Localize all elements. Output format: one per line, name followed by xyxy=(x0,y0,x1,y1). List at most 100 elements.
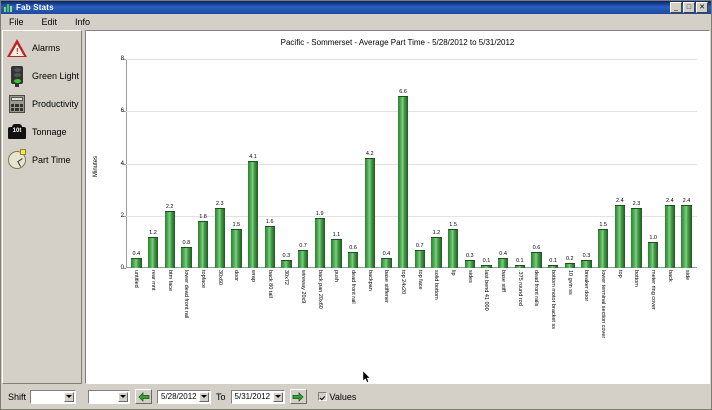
bar-column[interactable]: 2.3 xyxy=(211,59,228,268)
bar[interactable] xyxy=(447,228,459,268)
checkbox-box[interactable] xyxy=(317,392,327,401)
sidebar-item-green-light[interactable]: Green Light xyxy=(3,62,81,90)
bar[interactable] xyxy=(214,207,225,268)
sidebar-item-part-time[interactable]: Part Time xyxy=(3,146,81,174)
bar-column[interactable]: 1.2 xyxy=(428,59,445,268)
bar[interactable] xyxy=(264,226,275,268)
bar-column[interactable]: 0.3 xyxy=(278,59,295,268)
bar-column[interactable]: 0.7 xyxy=(295,59,312,268)
bar-column[interactable]: 4.1 xyxy=(245,59,262,268)
bar[interactable] xyxy=(131,257,142,268)
values-checkbox[interactable]: Values xyxy=(317,392,356,402)
bar[interactable] xyxy=(414,249,425,268)
bar-column[interactable]: 2.3 xyxy=(628,59,645,268)
menu-item-info[interactable]: Info xyxy=(75,16,91,27)
bar-column[interactable]: 1.2 xyxy=(145,59,162,268)
bar[interactable] xyxy=(481,265,492,268)
bar-column[interactable]: 1.9 xyxy=(311,59,328,268)
bar[interactable] xyxy=(181,247,192,268)
bar[interactable] xyxy=(531,252,542,268)
bar-column[interactable]: 0.7 xyxy=(411,59,428,268)
menu-item-file[interactable]: File xyxy=(9,16,24,27)
prev-button[interactable] xyxy=(135,389,152,404)
bar[interactable] xyxy=(681,205,692,268)
maximize-button[interactable]: □ xyxy=(683,2,695,13)
bar-column[interactable]: 2.4 xyxy=(611,59,628,268)
bar[interactable] xyxy=(648,241,659,268)
bar-column[interactable]: 0.3 xyxy=(461,59,478,268)
bar[interactable] xyxy=(381,257,392,268)
bar-column[interactable]: 1.0 xyxy=(645,59,662,268)
x-label-cell: top face xyxy=(411,268,428,383)
bar-column[interactable]: 1.5 xyxy=(595,59,612,268)
bar[interactable] xyxy=(664,205,675,268)
bar-column[interactable]: 0.6 xyxy=(345,59,362,268)
bar[interactable] xyxy=(597,228,609,268)
bar-column[interactable]: 2.2 xyxy=(161,59,178,268)
series-dropdown[interactable] xyxy=(88,389,130,404)
bar[interactable] xyxy=(631,207,642,268)
bar-column[interactable]: 1.6 xyxy=(261,59,278,268)
bar[interactable] xyxy=(314,218,325,268)
minimize-button[interactable]: _ xyxy=(670,2,682,13)
bar[interactable] xyxy=(231,228,242,268)
chevron-down-icon[interactable] xyxy=(64,391,75,402)
bar[interactable] xyxy=(364,158,375,268)
bar-column[interactable]: 0.2 xyxy=(561,59,578,268)
bar[interactable] xyxy=(581,260,592,268)
bar[interactable] xyxy=(147,236,159,268)
sidebar: ! Alarms Green Light Productivity xyxy=(2,30,82,384)
bar-column[interactable]: 0.4 xyxy=(378,59,395,268)
bar-column[interactable]: 2.4 xyxy=(678,59,695,268)
chart-title: Pacific - Sommerset - Average Part Time … xyxy=(280,38,515,47)
bar-column[interactable]: 0.1 xyxy=(545,59,562,268)
chevron-down-icon[interactable] xyxy=(118,391,128,402)
bar-value-label: 0.6 xyxy=(532,245,541,252)
date-from-input[interactable]: 5/28/2012 xyxy=(157,389,211,404)
bar[interactable] xyxy=(547,265,559,268)
x-label-cell: base stiffener xyxy=(378,268,395,383)
bar-column[interactable]: 6.6 xyxy=(395,59,412,268)
bar-value-label: 1.5 xyxy=(599,221,607,228)
close-button[interactable]: ✕ xyxy=(696,2,708,13)
bar[interactable] xyxy=(164,210,175,268)
menu-item-edit[interactable]: Edit xyxy=(41,16,58,27)
sidebar-item-productivity[interactable]: Productivity xyxy=(3,90,81,118)
bar-column[interactable]: 0.4 xyxy=(495,59,512,268)
bar[interactable] xyxy=(281,260,292,268)
bar-column[interactable]: 4.2 xyxy=(361,59,378,268)
bar-column[interactable]: 1.5 xyxy=(445,59,462,268)
bar-column[interactable]: 2.4 xyxy=(662,59,679,268)
date-to-input[interactable]: 5/31/2012 xyxy=(230,389,285,404)
x-tick-label: wrap xyxy=(250,270,257,282)
bar[interactable] xyxy=(497,257,509,268)
shift-dropdown[interactable] xyxy=(30,389,77,404)
bar[interactable] xyxy=(464,260,475,268)
x-label-cell: 10 gvin ss xyxy=(561,268,578,383)
next-button[interactable] xyxy=(289,389,307,404)
bar-column[interactable]: 0.1 xyxy=(511,59,528,268)
bar[interactable] xyxy=(564,262,575,268)
bar-column[interactable]: 0.8 xyxy=(178,59,195,268)
bar-column[interactable]: 0.6 xyxy=(528,59,545,268)
bar[interactable] xyxy=(614,205,625,268)
bar-column[interactable]: 1.5 xyxy=(228,59,245,268)
bar[interactable] xyxy=(247,160,259,268)
bar-value-label: 6.6 xyxy=(399,88,407,95)
bar[interactable] xyxy=(331,239,342,268)
bar-column[interactable]: 0.4 xyxy=(128,59,145,268)
bar[interactable] xyxy=(297,249,309,268)
sidebar-item-tonnage[interactable]: 10t Tonnage xyxy=(3,118,81,146)
chevron-down-icon[interactable] xyxy=(199,391,209,402)
bar[interactable] xyxy=(514,265,525,268)
bar[interactable] xyxy=(397,95,409,268)
bar[interactable] xyxy=(197,220,209,268)
bar[interactable] xyxy=(431,236,442,268)
chevron-down-icon[interactable] xyxy=(272,391,283,402)
bar-column[interactable]: 1.1 xyxy=(328,59,345,268)
sidebar-item-alarms[interactable]: ! Alarms xyxy=(3,34,81,62)
bar[interactable] xyxy=(347,252,359,268)
bar-column[interactable]: 0.1 xyxy=(478,59,495,268)
bar-column[interactable]: 1.8 xyxy=(195,59,212,268)
bar-column[interactable]: 0.3 xyxy=(578,59,595,268)
